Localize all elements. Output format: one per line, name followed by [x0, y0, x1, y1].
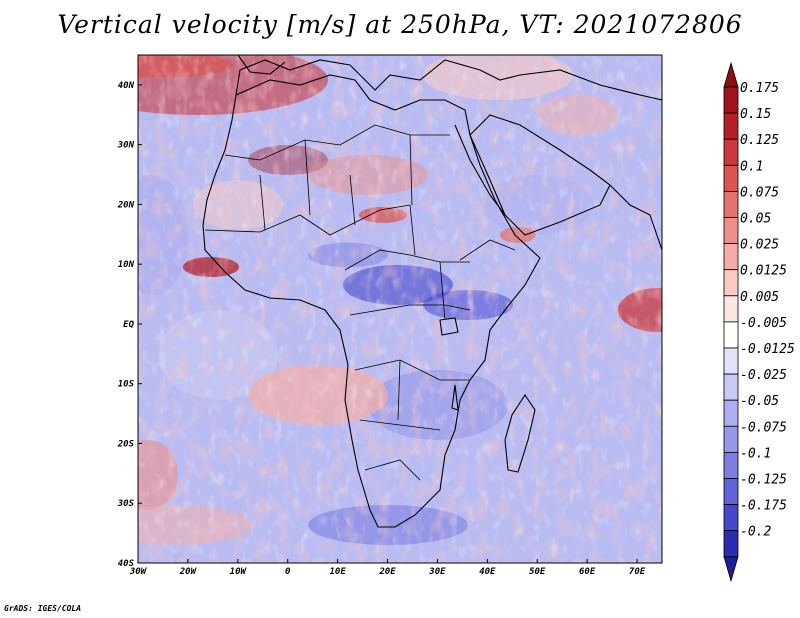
- colorbar-label: -0.2: [740, 525, 771, 540]
- lat-tick-label: 20S: [117, 439, 135, 449]
- colorbar-top-arrow: [723, 61, 739, 88]
- colorbar-label: -0.05: [740, 394, 779, 409]
- colorbar-swatch: [723, 112, 739, 140]
- colorbar-swatch: [723, 269, 739, 297]
- lon-tick-label: 20W: [179, 567, 198, 577]
- colorbar-label: 0.075: [740, 185, 779, 200]
- colorbar-swatch: [723, 217, 739, 245]
- colorbar-label: -0.125: [740, 473, 787, 488]
- colorbar-swatch: [723, 190, 739, 218]
- lat-tick-label: 10N: [118, 260, 135, 270]
- colorbar-swatch: [723, 243, 739, 271]
- lake-victoria: [439, 317, 459, 336]
- colorbar-label: -0.175: [740, 499, 787, 514]
- colorbar-label: 0.175: [740, 81, 779, 96]
- colorbar-label: 0.1: [740, 159, 763, 174]
- velocity-field: [138, 55, 662, 563]
- colorbar-label: -0.0125: [740, 342, 795, 357]
- colorbar-label: 0.05: [740, 212, 771, 227]
- colorbar-swatch: [723, 478, 739, 506]
- colorbar-swatch: [723, 295, 739, 323]
- madagascar-coastline: [504, 393, 536, 473]
- lon-tick-label: 10W: [230, 567, 248, 577]
- colorbar-swatch: [723, 347, 739, 375]
- colorbar-label: 0.005: [740, 290, 779, 305]
- lon-tick-label: 50E: [529, 567, 546, 577]
- colorbar: 0.175 0.15 0.125 0.1 0.075 0.05 0.025 0.0125 0.0…: [723, 61, 795, 583]
- colorbar-swatch: [723, 86, 739, 114]
- africa-coastline: [202, 74, 541, 528]
- arabia-coastline: [469, 114, 611, 236]
- lake-nyasa: [451, 384, 459, 411]
- india-coastline: [609, 184, 662, 251]
- lon-tick-label: 30E: [428, 567, 446, 577]
- country-borders: [204, 124, 516, 481]
- lat-tick-label: 40S: [118, 559, 135, 569]
- red-sea-coast: [454, 124, 506, 216]
- colorbar-label: 0.025: [740, 238, 779, 253]
- map-title: Vertical velocity [m/s] at 250hPa, VT: 2…: [57, 10, 743, 39]
- longitude-axis: 30W 20W 10W 0 10E 20E 30E 40E 50E 60E 70E: [129, 559, 646, 577]
- europe-coastline: [235, 59, 662, 101]
- colorbar-swatch: [723, 425, 739, 453]
- iberia-coastline: [237, 55, 286, 75]
- coastlines: [202, 55, 662, 528]
- colorbar-swatch: [723, 138, 739, 166]
- lon-tick-label: 10E: [329, 567, 346, 577]
- lon-tick-label: 40E: [479, 567, 496, 577]
- lon-tick-label: 70E: [629, 567, 646, 577]
- colorbar-label: 0.0125: [740, 264, 787, 279]
- colorbar-label: -0.075: [740, 420, 787, 435]
- lat-tick-label: 30S: [117, 499, 135, 509]
- colorbar-label: 0.125: [740, 133, 779, 148]
- lon-tick-label: 0: [285, 567, 291, 577]
- colorbar-label: -0.005: [740, 316, 787, 331]
- colorbar-bottom-arrow: [723, 556, 739, 583]
- lon-tick-label: 20E: [378, 567, 396, 577]
- colorbar-swatch: [723, 530, 739, 558]
- lat-tick-label: 40N: [118, 81, 135, 91]
- latitude-axis: 40N 30N 20N 10N EQ 10S 20S 30S 40S: [117, 81, 142, 569]
- colorbar-swatch: [723, 164, 739, 192]
- colorbar-label: 0.15: [740, 107, 771, 122]
- colorbar-swatch: [723, 321, 739, 349]
- colorbar-swatch: [723, 504, 739, 532]
- colorbar-swatch: [723, 399, 739, 427]
- lon-tick-label: 30W: [129, 567, 148, 577]
- lat-tick-label: 20N: [117, 200, 135, 210]
- colorbar-swatch: [723, 373, 739, 401]
- lat-tick-label: 30N: [117, 141, 135, 151]
- lat-tick-label: 10S: [118, 380, 135, 390]
- plot-frame: [137, 54, 663, 564]
- lat-tick-label: EQ: [123, 320, 134, 330]
- colorbar-label: -0.1: [740, 446, 771, 461]
- lon-tick-label: 60E: [579, 567, 596, 577]
- colorbar-swatch: [723, 451, 739, 479]
- colorbar-label: -0.025: [740, 368, 787, 383]
- grads-credit: GrADS: IGES/COLA: [4, 604, 82, 613]
